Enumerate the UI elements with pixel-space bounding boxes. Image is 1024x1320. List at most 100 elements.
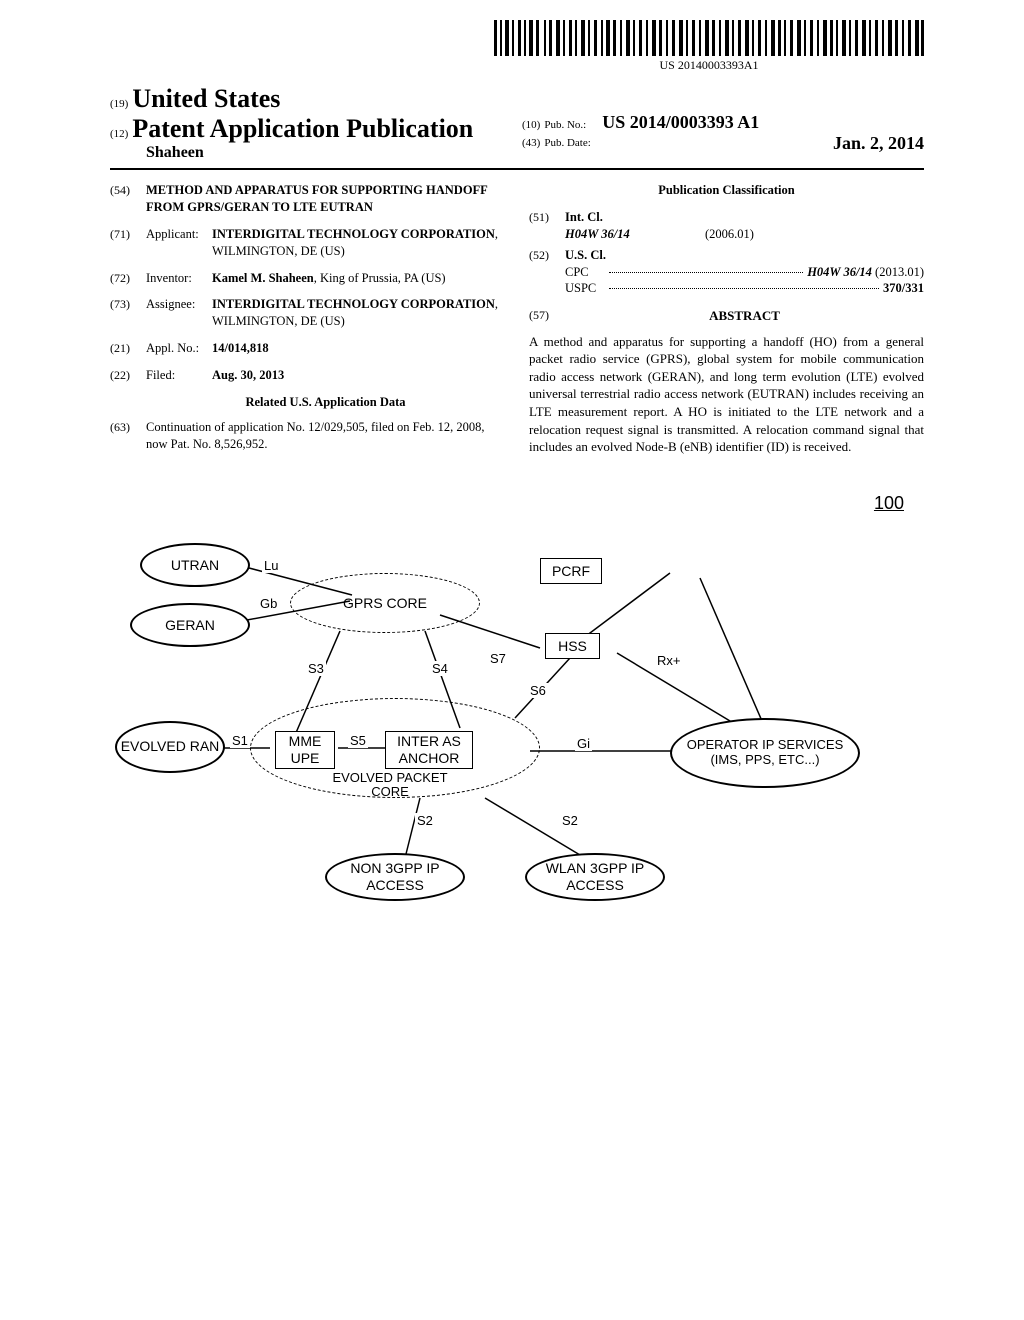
node-gprs-core: GPRS CORE xyxy=(290,573,480,633)
field-51: (51) Int. Cl. H04W 36/14 (2006.01) xyxy=(529,209,924,243)
field-54-num: (54) xyxy=(110,182,146,216)
country-name: United States xyxy=(132,84,280,113)
node-evolved-ran: EVOLVED RAN xyxy=(115,721,225,773)
field-51-year: (2006.01) xyxy=(705,226,754,243)
field-71-bold: INTERDIGITAL TECHNOLOGY CORPORATION xyxy=(212,227,495,241)
field-22-body: Aug. 30, 2013 xyxy=(212,367,505,384)
node-non3gpp: NON 3GPP IP ACCESS xyxy=(325,853,465,901)
pub-no-value: US 2014/0003393 A1 xyxy=(602,112,759,132)
cpc-label: CPC xyxy=(565,264,605,281)
node-pcrf: PCRF xyxy=(540,558,602,584)
field-63-body: Continuation of application No. 12/029,5… xyxy=(146,419,505,453)
field-21-body: 14/014,818 xyxy=(212,340,505,357)
pub-date-value: Jan. 2, 2014 xyxy=(833,133,924,154)
uspc-label: USPC xyxy=(565,280,605,297)
field-57: (57) ABSTRACT xyxy=(529,307,924,333)
barcode: US 20140003393A1 xyxy=(494,20,924,73)
uspc-dots xyxy=(609,288,879,289)
edge-gi: Gi xyxy=(575,736,592,751)
node-operator: OPERATOR IP SERVICES (IMS, PPS, ETC...) xyxy=(670,718,860,788)
field-51-label: Int. Cl. xyxy=(565,210,603,224)
field-22: (22) Filed: Aug. 30, 2013 xyxy=(110,367,505,384)
field-72-rest: , King of Prussia, PA (US) xyxy=(314,271,446,285)
publication-type: Patent Application Publication xyxy=(132,114,473,143)
field-73: (73) Assignee: INTERDIGITAL TECHNOLOGY C… xyxy=(110,296,505,330)
field-63-num: (63) xyxy=(110,419,146,453)
code-10: (10) xyxy=(522,119,540,131)
edge-s4: S4 xyxy=(430,661,450,676)
uspc-value: 370/331 xyxy=(883,280,924,297)
author-name: Shaheen xyxy=(110,144,512,162)
field-52: (52) U.S. Cl. CPC H04W 36/14 (2013.01) U… xyxy=(529,247,924,298)
field-73-label: Assignee: xyxy=(146,296,212,330)
edge-s2b: S2 xyxy=(560,813,580,828)
field-51-num: (51) xyxy=(529,209,565,243)
related-header: Related U.S. Application Data xyxy=(146,394,505,411)
body-columns: (54) METHOD AND APPARATUS FOR SUPPORTING… xyxy=(110,182,924,463)
cpc-code: H04W 36/14 xyxy=(807,265,872,279)
abstract-header: ABSTRACT xyxy=(565,307,924,325)
figure-ref-num: 100 xyxy=(874,493,904,514)
figure-diagram: 100 UTRAN GERAN GPRS CORE PCRF HSS EVOLV… xyxy=(110,503,924,933)
edge-s2a: S2 xyxy=(415,813,435,828)
edge-rx: Rx+ xyxy=(655,653,682,668)
edge-s6: S6 xyxy=(528,683,548,698)
field-52-body: U.S. Cl. CPC H04W 36/14 (2013.01) USPC 3… xyxy=(565,247,924,298)
barcode-svg xyxy=(494,20,924,56)
field-21-bold: 14/014,818 xyxy=(212,341,269,355)
pub-no-label: Pub. No.: xyxy=(544,119,586,131)
field-72: (72) Inventor: Kamel M. Shaheen, King of… xyxy=(110,270,505,287)
field-72-bold: Kamel M. Shaheen xyxy=(212,271,314,285)
field-71: (71) Applicant: INTERDIGITAL TECHNOLOGY … xyxy=(110,226,505,260)
code-43: (43) xyxy=(522,137,540,149)
field-57-num: (57) xyxy=(529,307,565,333)
edge-s3: S3 xyxy=(306,661,326,676)
field-52-label: U.S. Cl. xyxy=(565,248,606,262)
field-21-num: (21) xyxy=(110,340,146,357)
field-54: (54) METHOD AND APPARATUS FOR SUPPORTING… xyxy=(110,182,505,216)
barcode-text: US 20140003393A1 xyxy=(494,58,924,73)
edge-s5: S5 xyxy=(348,733,368,748)
field-71-body: INTERDIGITAL TECHNOLOGY CORPORATION, WIL… xyxy=(212,226,505,260)
cpc-value: H04W 36/14 (2013.01) xyxy=(807,264,924,281)
field-54-title: METHOD AND APPARATUS FOR SUPPORTING HAND… xyxy=(146,182,505,216)
code-12: (12) xyxy=(110,128,128,140)
node-utran: UTRAN xyxy=(140,543,250,587)
pub-class-header: Publication Classification xyxy=(529,182,924,199)
label-epc: EVOLVED PACKET CORE xyxy=(315,771,465,801)
field-72-label: Inventor: xyxy=(146,270,212,287)
edge-lu: Lu xyxy=(262,558,280,573)
code-19: (19) xyxy=(110,98,128,110)
edge-gb: Gb xyxy=(258,596,279,611)
field-72-body: Kamel M. Shaheen, King of Prussia, PA (U… xyxy=(212,270,505,287)
right-column: Publication Classification (51) Int. Cl.… xyxy=(529,182,924,463)
field-52-num: (52) xyxy=(529,247,565,298)
header-block: (19) United States (12) Patent Applicati… xyxy=(110,84,924,162)
edge-s1: S1 xyxy=(230,733,250,748)
field-51-code: H04W 36/14 xyxy=(565,226,705,243)
node-mme-upe: MME UPE xyxy=(275,731,335,769)
header-right: (10) Pub. No.: US 2014/0003393 A1 (43) P… xyxy=(512,84,924,154)
pub-date-label: Pub. Date: xyxy=(544,137,590,149)
abstract-text: A method and apparatus for supporting a … xyxy=(529,333,924,456)
cpc-dots xyxy=(609,272,803,273)
field-22-bold: Aug. 30, 2013 xyxy=(212,368,284,382)
barcode-area: US 20140003393A1 xyxy=(110,20,924,74)
field-73-num: (73) xyxy=(110,296,146,330)
cpc-year: (2013.01) xyxy=(872,265,924,279)
node-wlan3gpp: WLAN 3GPP IP ACCESS xyxy=(525,853,665,901)
node-hss: HSS xyxy=(545,633,600,659)
field-71-num: (71) xyxy=(110,226,146,260)
edge-s7: S7 xyxy=(488,651,508,666)
node-geran: GERAN xyxy=(130,603,250,647)
field-21: (21) Appl. No.: 14/014,818 xyxy=(110,340,505,357)
field-72-num: (72) xyxy=(110,270,146,287)
field-21-label: Appl. No.: xyxy=(146,340,212,357)
field-71-label: Applicant: xyxy=(146,226,212,260)
left-column: (54) METHOD AND APPARATUS FOR SUPPORTING… xyxy=(110,182,505,463)
field-22-num: (22) xyxy=(110,367,146,384)
field-73-bold: INTERDIGITAL TECHNOLOGY CORPORATION xyxy=(212,297,495,311)
field-51-body: Int. Cl. H04W 36/14 (2006.01) xyxy=(565,209,924,243)
field-73-body: INTERDIGITAL TECHNOLOGY CORPORATION, WIL… xyxy=(212,296,505,330)
divider xyxy=(110,168,924,170)
